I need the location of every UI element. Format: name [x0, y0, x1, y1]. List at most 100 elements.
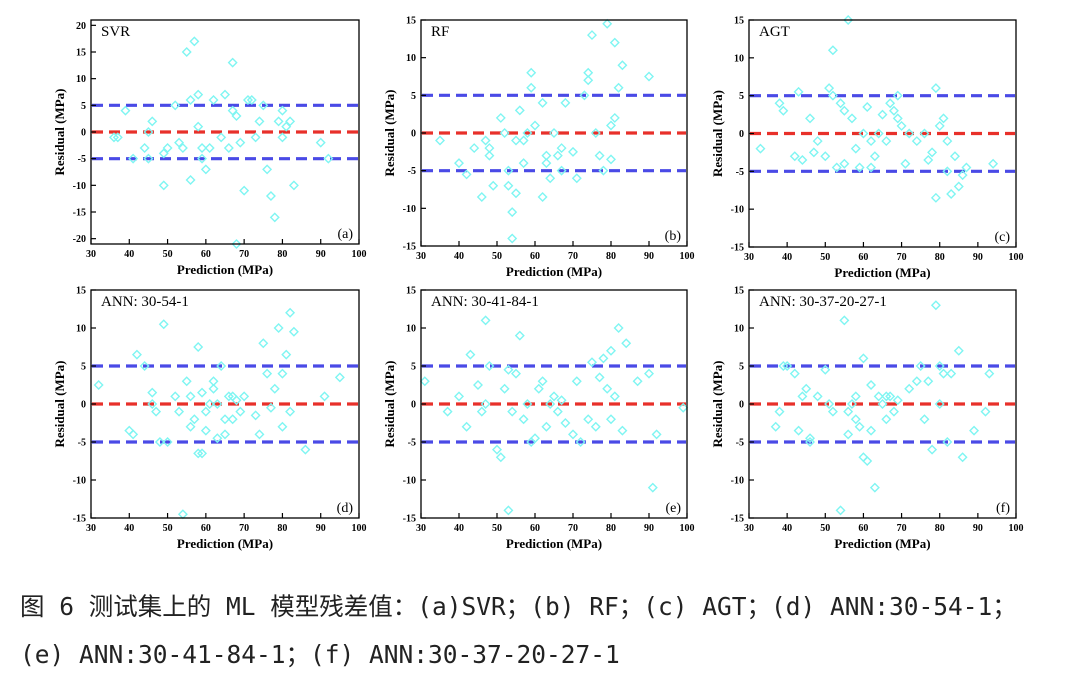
data-point — [609, 37, 620, 48]
data-point — [154, 437, 165, 447]
x-tick-label: 90 — [973, 252, 983, 263]
data-point — [193, 89, 204, 100]
data-point — [827, 90, 838, 101]
data-point — [108, 132, 119, 143]
data-point — [549, 128, 559, 138]
data-point — [827, 45, 838, 56]
data-point — [609, 391, 620, 402]
data-point — [888, 406, 899, 417]
data-point — [938, 113, 949, 124]
data-point — [231, 111, 242, 121]
data-point — [204, 143, 215, 153]
x-tick-label: 50 — [492, 523, 502, 534]
data-point — [866, 380, 877, 390]
data-point — [147, 399, 158, 409]
data-point — [177, 143, 188, 153]
y-tick-label: 5 — [81, 101, 86, 112]
data-point — [835, 505, 846, 516]
data-point — [541, 421, 552, 432]
data-point — [644, 368, 654, 379]
x-tick-label: 70 — [239, 249, 249, 260]
data-point — [537, 97, 548, 108]
data-point — [602, 383, 613, 394]
x-tick-label: 100 — [352, 523, 367, 534]
x-tick-label: 90 — [973, 523, 983, 534]
x-axis-label: Prediction (MPa) — [506, 264, 602, 279]
data-point — [904, 128, 915, 139]
x-tick-label: 100 — [1009, 523, 1024, 534]
residual-panel: 30 40 50 60 70 80 90 100 -20 -15 -10 -5 0 5 10 15 20 Pred… — [52, 19, 367, 277]
data-point — [533, 383, 544, 394]
data-point — [518, 158, 529, 169]
panel-title: AGT — [759, 24, 790, 40]
y-tick-label: 10 — [734, 324, 744, 335]
data-point — [919, 128, 930, 139]
x-tick-label: 40 — [124, 523, 134, 534]
data-point — [789, 151, 800, 162]
y-tick-label: 10 — [76, 74, 86, 85]
data-point — [526, 67, 537, 78]
data-point — [200, 164, 211, 175]
y-axis-label: Residual (MPa) — [710, 90, 725, 177]
residual-panel: 30 40 50 60 70 80 90 100 -15 -10 -5 0 5 10 15 Predictio… — [710, 15, 1024, 280]
data-point — [953, 345, 964, 356]
data-point — [139, 361, 150, 371]
x-tick-label: 40 — [454, 523, 464, 534]
x-axis-label: Prediction (MPa) — [177, 536, 273, 551]
x-tick-label: 60 — [530, 251, 540, 262]
y-tick-label: 15 — [406, 16, 416, 27]
data-point — [911, 136, 922, 147]
data-point — [530, 120, 540, 131]
y-tick-label: 10 — [734, 53, 744, 64]
data-point — [480, 315, 491, 326]
data-point — [220, 429, 230, 440]
y-tick-label: 5 — [739, 362, 744, 373]
data-point — [151, 406, 162, 417]
x-tick-label: 60 — [858, 523, 868, 534]
data-point — [988, 158, 999, 169]
data-point — [265, 402, 276, 413]
data-point — [537, 376, 548, 387]
data-point — [239, 391, 250, 402]
data-point — [602, 18, 613, 29]
panel-title: ANN: 30-41-84-1 — [431, 294, 539, 310]
data-point — [476, 406, 487, 417]
data-point — [892, 90, 903, 101]
data-point — [873, 391, 884, 402]
data-point — [197, 387, 208, 398]
data-point — [839, 105, 850, 116]
data-point — [258, 338, 269, 349]
data-point — [254, 429, 265, 440]
data-point — [606, 345, 616, 356]
data-point — [235, 137, 246, 148]
y-tick-label: 15 — [734, 16, 744, 27]
data-point — [189, 36, 200, 47]
data-point — [647, 482, 658, 493]
data-point — [128, 429, 139, 440]
x-tick-label: 40 — [782, 252, 792, 263]
data-point — [843, 406, 854, 417]
data-point — [850, 414, 861, 425]
x-tick-label: 100 — [352, 249, 367, 260]
data-point — [946, 189, 957, 200]
y-tick-label: -10 — [731, 205, 744, 216]
data-point — [250, 132, 261, 143]
data-point — [644, 71, 654, 82]
panel-label: (a) — [337, 227, 353, 242]
data-point — [170, 391, 181, 402]
data-point — [216, 361, 227, 371]
data-point — [801, 383, 812, 394]
data-point — [511, 188, 521, 199]
data-point — [575, 437, 586, 447]
data-point — [185, 391, 196, 402]
data-point — [511, 135, 521, 146]
y-tick-label: -5 — [408, 166, 416, 177]
data-point — [281, 121, 292, 132]
data-point — [193, 448, 204, 459]
data-point — [262, 368, 273, 379]
x-tick-label: 50 — [820, 523, 830, 534]
data-point — [285, 406, 296, 417]
data-point — [587, 357, 597, 368]
data-point — [839, 315, 850, 326]
x-tick-label: 30 — [86, 523, 96, 534]
